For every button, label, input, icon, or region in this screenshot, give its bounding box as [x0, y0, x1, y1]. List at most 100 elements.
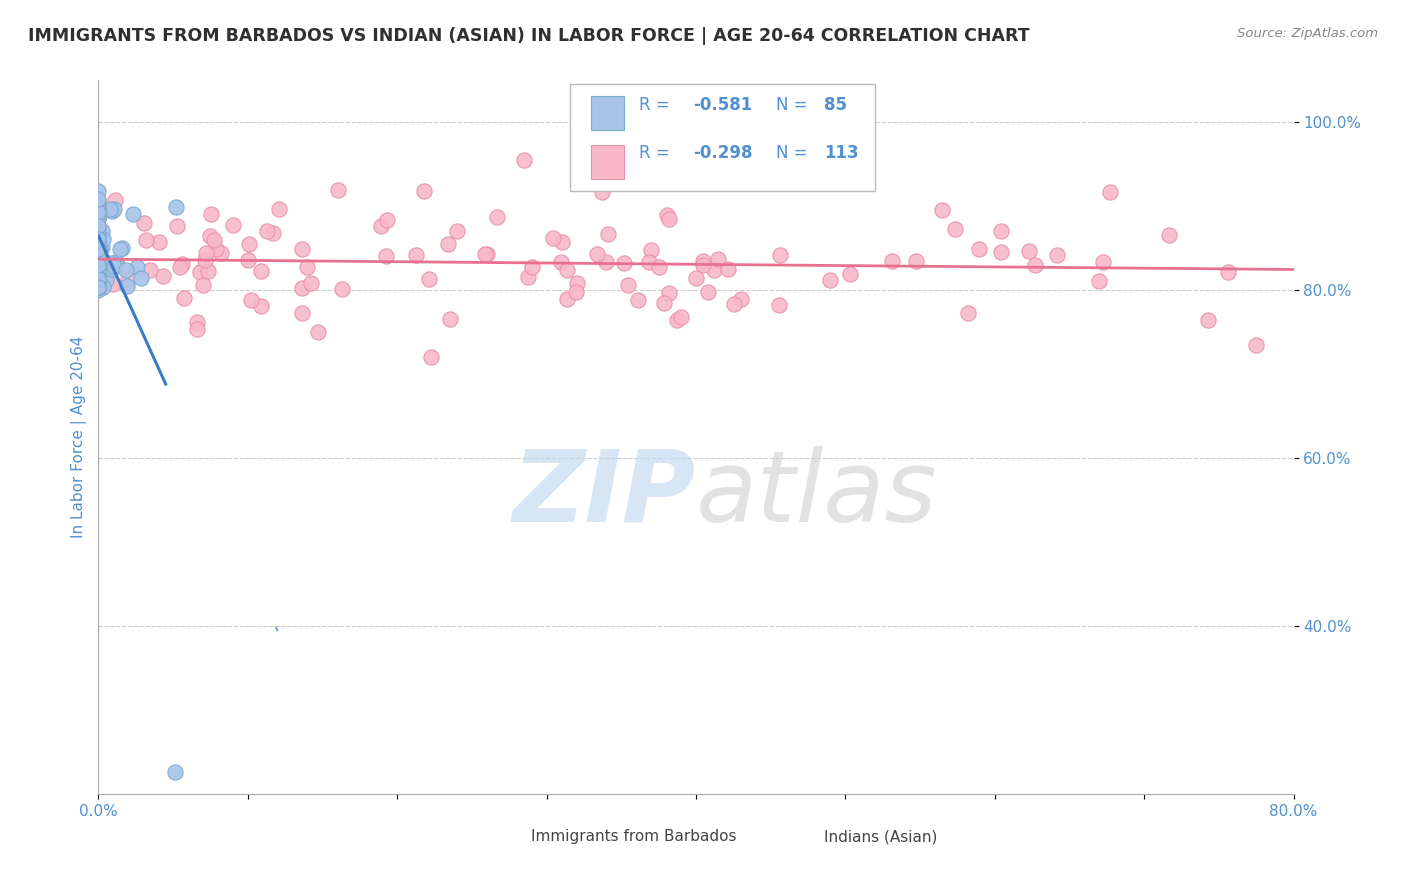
Point [1091, 254, 1114, 268]
Point [87, 258, 110, 272]
Bar [591, 145, 624, 178]
Point [685, 270, 707, 285]
Point [87, 200, 110, 214]
Point [370, 219, 392, 233]
Point [595, 255, 617, 269]
Text: 113: 113 [824, 145, 859, 162]
Point [250, 263, 273, 277]
Point [87, 206, 110, 220]
Point [188, 265, 211, 279]
Point [87, 202, 110, 217]
Point [87, 271, 110, 285]
Point [291, 242, 314, 256]
Point [87, 219, 110, 233]
Point [200, 207, 222, 221]
Point [328, 183, 350, 197]
Point [87, 207, 110, 221]
Text: IMMIGRANTS FROM BARBADOS VS INDIAN (ASIAN) IN LABOR FORCE | AGE 20-64 CORRELATIO: IMMIGRANTS FROM BARBADOS VS INDIAN (ASIA… [28, 27, 1029, 45]
Point [87, 239, 110, 253]
Point [87, 210, 110, 224]
Point [696, 285, 718, 300]
Point [585, 247, 607, 261]
Text: N =: N = [776, 145, 813, 162]
Point [100, 262, 122, 277]
Point [104, 255, 127, 269]
Point [87, 210, 110, 224]
Point [87, 206, 110, 220]
Point [513, 153, 536, 167]
Point [139, 263, 162, 277]
Point [125, 260, 148, 274]
Point [129, 271, 152, 285]
Point [375, 213, 398, 227]
Point [197, 264, 219, 278]
Point [1098, 186, 1121, 200]
Point [87, 202, 110, 217]
Point [87, 234, 110, 248]
Point [418, 272, 440, 286]
Point [87, 251, 110, 265]
Point [186, 322, 208, 336]
Point [703, 262, 725, 277]
Point [87, 194, 110, 208]
Point [87, 283, 110, 297]
Point [87, 268, 110, 283]
Text: 85: 85 [824, 95, 846, 113]
Point [166, 219, 188, 233]
Point [135, 233, 157, 247]
Point [1244, 337, 1267, 351]
Point [1197, 313, 1219, 327]
Point [87, 232, 110, 246]
Point [555, 263, 578, 277]
Point [91, 224, 114, 238]
Point [990, 225, 1012, 239]
Point [87, 240, 110, 254]
Point [87, 202, 110, 216]
Point [134, 216, 156, 230]
Point [439, 312, 461, 326]
Point [108, 242, 131, 256]
Point [658, 285, 681, 300]
Point [658, 212, 681, 227]
Point [291, 281, 314, 295]
Point [87, 271, 110, 285]
Point [87, 220, 110, 235]
Point [87, 274, 110, 288]
Point [295, 260, 318, 274]
Point [101, 204, 124, 219]
Point [87, 256, 110, 270]
Text: atlas: atlas [696, 446, 938, 542]
Point [87, 248, 110, 262]
Point [1088, 274, 1111, 288]
Text: -0.298: -0.298 [693, 145, 754, 162]
Point [87, 235, 110, 250]
Point [87, 276, 110, 290]
Point [550, 254, 572, 268]
Point [87, 196, 110, 211]
Point [87, 200, 110, 214]
Point [517, 270, 540, 285]
Point [98, 202, 121, 217]
Point [87, 196, 110, 211]
Point [204, 233, 226, 247]
Text: N =: N = [776, 95, 813, 113]
Point [87, 280, 110, 294]
Point [249, 299, 271, 313]
Point [565, 285, 588, 299]
Point [87, 259, 110, 273]
Point [87, 247, 110, 261]
Point [613, 256, 636, 270]
Point [87, 201, 110, 215]
Point [838, 267, 860, 281]
Point [87, 250, 110, 264]
Point [173, 291, 195, 305]
Point [89, 241, 111, 255]
Point [648, 260, 671, 274]
Point [475, 247, 498, 261]
Point [943, 222, 966, 236]
Point [692, 258, 714, 272]
Point [90, 252, 112, 267]
Y-axis label: In Labor Force | Age 20-64: In Labor Force | Age 20-64 [72, 336, 87, 538]
Point [87, 240, 110, 254]
Point [103, 277, 125, 292]
